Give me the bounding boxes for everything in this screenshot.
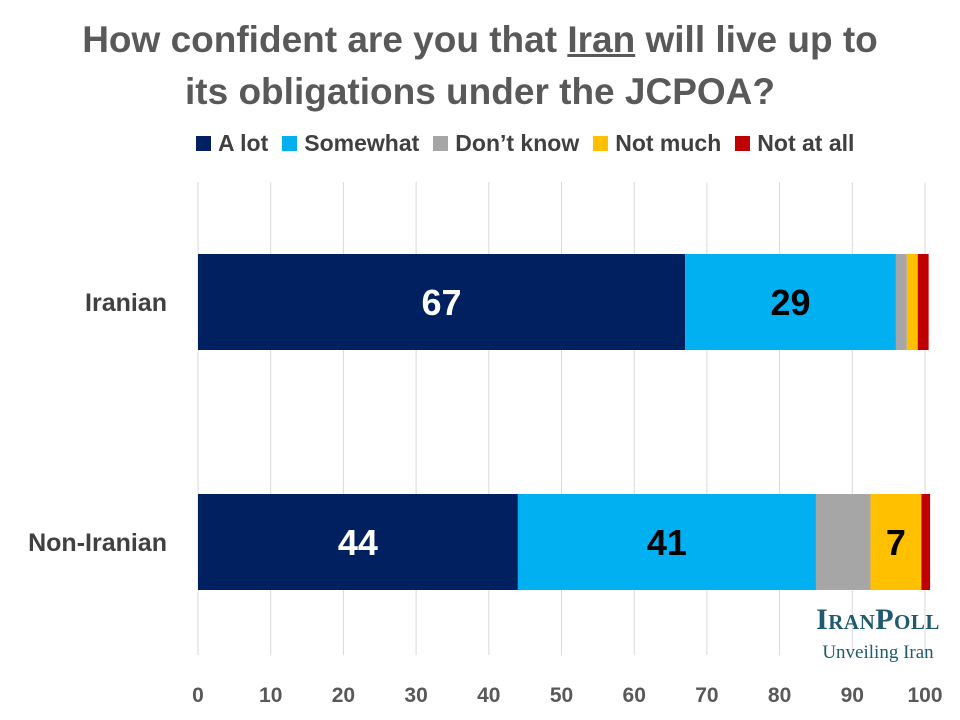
bar-non-iranian-not-at-all: [921, 494, 931, 590]
legend-label-not-at-all: Not at all: [757, 129, 855, 156]
iranpoll-logo: IranPoll Unveiling Iran: [796, 602, 960, 664]
legend-swatch-somewhat: [282, 135, 298, 151]
bar-iranian-not-at-all: [917, 254, 929, 350]
category-label-non-iranian: Non-Iranian: [28, 529, 167, 557]
bar-iranian-don-t-know: [895, 254, 907, 350]
x-tick-label-10: 10: [259, 684, 282, 707]
x-tick-label-50: 50: [550, 684, 573, 707]
data-label-non-iranian-not-much: 7: [886, 522, 906, 563]
data-label-non-iranian-a-lot: 44: [338, 522, 378, 563]
x-tick-label-40: 40: [477, 684, 500, 707]
legend-swatch-don-t-know: [433, 135, 449, 151]
bar-non-iranian-not-much: [870, 494, 922, 590]
bar-non-iranian-a-lot: [198, 494, 518, 590]
chart-title: How confident are you that Iran will liv…: [60, 14, 900, 118]
x-tick-label-60: 60: [623, 684, 646, 707]
legend-label-don-t-know: Don’t know: [455, 129, 580, 156]
legend-item-don-t-know: Don’t know: [433, 130, 579, 157]
chart-title-underlined: Iran: [567, 19, 636, 60]
x-tick-label-100: 100: [907, 684, 942, 707]
x-tick-label-20: 20: [332, 684, 355, 707]
chart-title-part2: will live up to its obligations under th…: [185, 19, 878, 112]
legend-label-somewhat: Somewhat: [304, 129, 420, 156]
chart-legend: A lot Somewhat Don’t know Not much Not at al…: [196, 126, 868, 160]
legend-label-not-much: Not much: [615, 129, 722, 156]
chart-title-part1: How confident are you that: [82, 19, 568, 60]
x-tick-label-90: 90: [841, 684, 864, 707]
x-tick-label-30: 30: [404, 684, 427, 707]
category-label-iranian: Iranian: [85, 289, 167, 317]
x-tick-label-70: 70: [695, 684, 718, 707]
bar-iranian-a-lot: [198, 254, 686, 350]
legend-swatch-a-lot: [196, 135, 211, 151]
x-tick-label-80: 80: [768, 684, 791, 707]
bar-iranian-somewhat: [685, 254, 896, 350]
bar-non-iranian-don-t-know: [815, 494, 871, 590]
x-tick-label-0: 0: [192, 684, 204, 707]
data-label-non-iranian-somewhat: 41: [647, 522, 687, 563]
legend-swatch-not-at-all: [735, 135, 751, 151]
data-label-iranian-somewhat: 29: [770, 282, 810, 323]
logo-name: IranPoll: [816, 603, 940, 636]
legend-item-a-lot: A lot: [196, 130, 268, 157]
logo-tagline: Unveiling Iran: [822, 642, 934, 663]
legend-item-not-at-all: Not at all: [735, 130, 854, 157]
legend-item-not-much: Not much: [593, 130, 721, 157]
data-label-iranian-a-lot: 67: [422, 282, 462, 323]
bar-non-iranian-somewhat: [517, 494, 816, 590]
legend-item-somewhat: Somewhat: [282, 130, 419, 157]
bar-iranian-not-much: [906, 254, 918, 350]
legend-label-a-lot: A lot: [218, 129, 269, 156]
legend-swatch-not-much: [593, 135, 609, 151]
